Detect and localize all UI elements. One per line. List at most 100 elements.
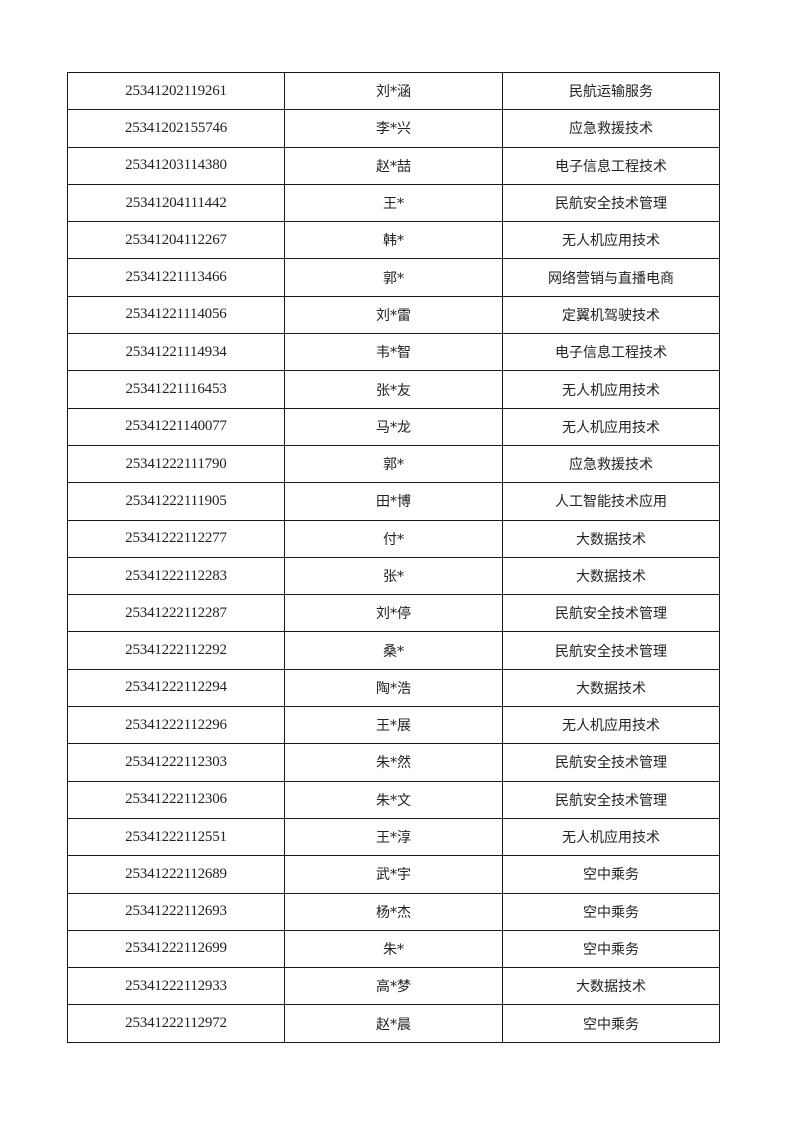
table-row: 25341221140077 马*龙 无人机应用技术 [67, 407, 720, 446]
student-name-cell: 朱*然 [284, 743, 503, 782]
student-id-cell: 25341204112267 [67, 221, 285, 260]
table-row: 25341222112277 付* 大数据技术 [67, 519, 720, 558]
student-name-cell: 陶*浩 [284, 668, 503, 708]
major-cell: 应急救援技术 [502, 444, 720, 484]
student-name-cell: 郭* [284, 444, 503, 484]
student-name-cell: 马*龙 [284, 407, 503, 446]
table-row: 25341203114380 赵*喆 电子信息工程技术 [67, 146, 720, 185]
student-id-cell: 25341222112277 [67, 519, 285, 558]
student-id-cell: 25341222112689 [67, 855, 285, 894]
major-cell: 大数据技术 [502, 668, 720, 708]
table-row: 25341221114056 刘*雷 定翼机驾驶技术 [67, 295, 720, 335]
student-id-cell: 25341202155746 [67, 109, 285, 148]
major-cell: 民航安全技术管理 [502, 743, 720, 782]
student-id-cell: 25341204111442 [67, 183, 285, 223]
student-name-cell: 田*博 [284, 482, 503, 521]
table-row: 25341222112287 刘*停 民航安全技术管理 [67, 594, 720, 633]
table-row: 25341222112292 桑* 民航安全技术管理 [67, 631, 720, 670]
table-row: 25341202119261 刘*涵 民航运输服务 [67, 71, 720, 111]
table-body: 25341202119261 刘*涵 民航运输服务 25341202155746 李*兴… [67, 71, 720, 1043]
student-name-cell: 刘*停 [284, 594, 503, 633]
student-id-cell: 25341202119261 [67, 71, 285, 111]
student-name-cell: 朱*文 [284, 780, 503, 819]
major-cell: 民航安全技术管理 [502, 780, 720, 819]
student-id-cell: 25341222112693 [67, 892, 285, 931]
student-name-cell: 武*宇 [284, 855, 503, 894]
student-name-cell: 赵*晨 [284, 1004, 503, 1043]
table-row: 25341222112693 杨*杰 空中乘务 [67, 892, 720, 931]
major-cell: 大数据技术 [502, 556, 720, 596]
major-cell: 定翼机驾驶技术 [502, 295, 720, 335]
table-row: 25341222112283 张* 大数据技术 [67, 556, 720, 596]
student-name-cell: 王*展 [284, 706, 503, 745]
student-id-cell: 25341222112294 [67, 668, 285, 708]
table-row: 25341222112306 朱*文 民航安全技术管理 [67, 780, 720, 819]
student-name-cell: 张*友 [284, 370, 503, 409]
student-id-cell: 25341222112287 [67, 594, 285, 633]
table-row: 25341221116453 张*友 无人机应用技术 [67, 370, 720, 409]
table-row: 25341222111790 郭* 应急救援技术 [67, 444, 720, 484]
student-name-cell: 张* [284, 556, 503, 596]
student-id-cell: 25341203114380 [67, 146, 285, 185]
student-name-cell: 李*兴 [284, 109, 503, 148]
table-row: 25341222112303 朱*然 民航安全技术管理 [67, 743, 720, 782]
student-id-cell: 25341222112296 [67, 706, 285, 745]
major-cell: 空中乘务 [502, 855, 720, 894]
table-row: 25341222112972 赵*晨 空中乘务 [67, 1004, 720, 1043]
student-list-table: 25341202119261 刘*涵 民航运输服务 25341202155746 李*兴… [67, 71, 720, 1043]
major-cell: 应急救援技术 [502, 109, 720, 148]
major-cell: 大数据技术 [502, 519, 720, 558]
student-name-cell: 赵*喆 [284, 146, 503, 185]
student-name-cell: 高*梦 [284, 967, 503, 1006]
major-cell: 无人机应用技术 [502, 407, 720, 446]
major-cell: 网络营销与直播电商 [502, 258, 720, 297]
major-cell: 民航安全技术管理 [502, 631, 720, 670]
major-cell: 民航安全技术管理 [502, 183, 720, 223]
student-id-cell: 25341222112933 [67, 967, 285, 1006]
student-name-cell: 刘*涵 [284, 71, 503, 111]
table-row: 25341222112933 高*梦 大数据技术 [67, 967, 720, 1006]
table-row: 25341222112551 王*淳 无人机应用技术 [67, 817, 720, 857]
major-cell: 人工智能技术应用 [502, 482, 720, 521]
student-name-cell: 刘*雷 [284, 295, 503, 335]
major-cell: 民航运输服务 [502, 71, 720, 111]
major-cell: 无人机应用技术 [502, 370, 720, 409]
table-row: 25341222112699 朱* 空中乘务 [67, 929, 720, 969]
table-row: 25341204112267 韩* 无人机应用技术 [67, 221, 720, 260]
table-row: 25341221113466 郭* 网络营销与直播电商 [67, 258, 720, 297]
student-id-cell: 25341222112306 [67, 780, 285, 819]
student-name-cell: 杨*杰 [284, 892, 503, 931]
student-name-cell: 付* [284, 519, 503, 558]
table-row: 25341221114934 韦*智 电子信息工程技术 [67, 333, 720, 372]
student-id-cell: 25341221114056 [67, 295, 285, 335]
major-cell: 空中乘务 [502, 929, 720, 969]
student-name-cell: 王* [284, 183, 503, 223]
student-id-cell: 25341221140077 [67, 407, 285, 446]
major-cell: 无人机应用技术 [502, 817, 720, 857]
student-name-cell: 郭* [284, 258, 503, 297]
student-id-cell: 25341222111905 [67, 482, 285, 521]
student-id-cell: 25341222112303 [67, 743, 285, 782]
major-cell: 无人机应用技术 [502, 221, 720, 260]
major-cell: 空中乘务 [502, 1004, 720, 1043]
student-id-cell: 25341222111790 [67, 444, 285, 484]
major-cell: 民航安全技术管理 [502, 594, 720, 633]
student-id-cell: 25341222112699 [67, 929, 285, 969]
table-row: 25341222112296 王*展 无人机应用技术 [67, 706, 720, 745]
student-name-cell: 桑* [284, 631, 503, 670]
student-id-cell: 25341221114934 [67, 333, 285, 372]
student-id-cell: 25341221116453 [67, 370, 285, 409]
table-row: 25341222112689 武*宇 空中乘务 [67, 855, 720, 894]
major-cell: 无人机应用技术 [502, 706, 720, 745]
student-id-cell: 25341222112292 [67, 631, 285, 670]
student-id-cell: 25341222112551 [67, 817, 285, 857]
student-id-cell: 25341222112283 [67, 556, 285, 596]
table-row: 25341222112294 陶*浩 大数据技术 [67, 668, 720, 708]
table-row: 25341204111442 王* 民航安全技术管理 [67, 183, 720, 223]
student-id-cell: 25341221113466 [67, 258, 285, 297]
major-cell: 电子信息工程技术 [502, 333, 720, 372]
student-name-cell: 朱* [284, 929, 503, 969]
student-name-cell: 韩* [284, 221, 503, 260]
table-row: 25341202155746 李*兴 应急救援技术 [67, 109, 720, 148]
student-name-cell: 王*淳 [284, 817, 503, 857]
